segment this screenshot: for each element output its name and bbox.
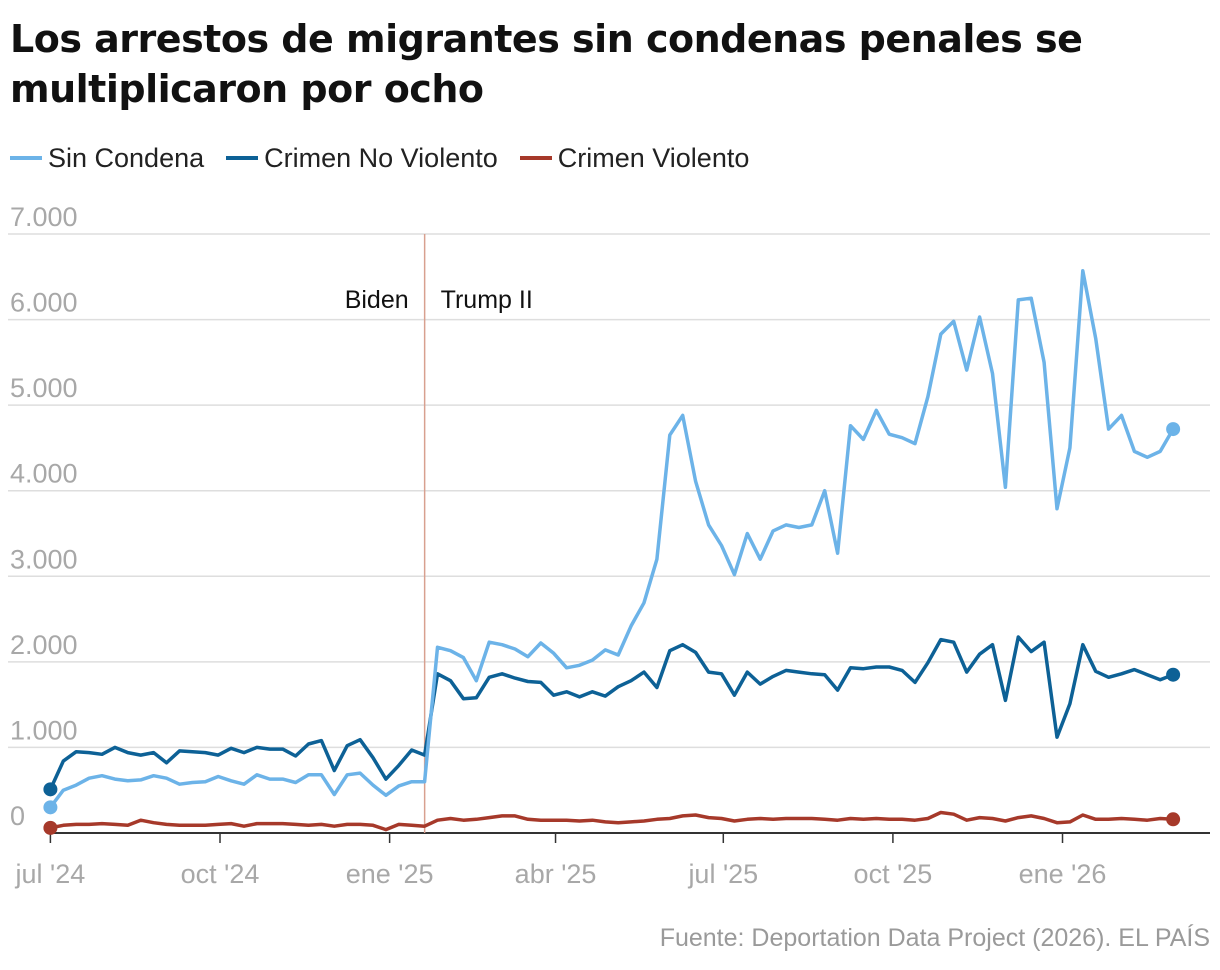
y-tick-label: 4.000 — [10, 459, 78, 489]
legend-swatch-crimen-violento — [519, 156, 552, 160]
series-line-sin-condena — [48, 269, 1175, 810]
y-tick-label: 5.000 — [10, 373, 78, 403]
y-tick-label: 6.000 — [10, 288, 78, 318]
legend-swatch-sin-condena — [10, 156, 42, 160]
x-tick-label: jul '25 — [687, 859, 758, 889]
x-tick-label: jul '24 — [15, 859, 86, 889]
y-tick-label: 7.000 — [10, 202, 78, 232]
source-note: Fuente: Deportation Data Project (2026).… — [659, 924, 1210, 952]
x-tick-label: oct '25 — [854, 859, 933, 889]
annotation-label-right: Trump II — [441, 286, 533, 314]
x-tick-label: oct '24 — [181, 859, 260, 889]
legend-label-sin-condena: Sin Condena — [48, 142, 205, 173]
legend-item-sin-condena: Sin Condena — [10, 143, 204, 174]
series-end-point-crimen-violento — [1166, 812, 1181, 827]
y-tick-label: 1.000 — [10, 715, 78, 745]
legend-label-crimen-violento: Crimen Violento — [557, 142, 750, 173]
series-line-crimen-no-violento — [48, 635, 1175, 792]
y-tick-label: 3.000 — [10, 544, 78, 574]
y-tick-label: 0 — [10, 801, 25, 831]
series-start-point-crimen-no-violento — [43, 782, 58, 797]
legend-label-crimen-no-violento: Crimen No Violento — [264, 142, 498, 173]
series-start-point-sin-condena — [43, 800, 58, 815]
annotation-label-left: Biden — [345, 286, 409, 314]
legend-item-crimen-violento: Crimen Violento — [519, 142, 750, 174]
series-line-crimen-violento — [48, 810, 1175, 832]
series-start-point-crimen-violento — [43, 820, 58, 835]
x-tick-label: ene '25 — [346, 859, 434, 889]
chart-legend: Sin Condena Crimen No Violento Crimen Vi… — [10, 140, 771, 176]
series-end-point-sin-condena — [1166, 422, 1181, 437]
legend-swatch-crimen-no-violento — [226, 156, 259, 160]
x-tick-label: abr '25 — [515, 859, 597, 889]
x-tick-label: ene '26 — [1019, 859, 1107, 889]
legend-item-crimen-no-violento: Crimen No Violento — [226, 143, 498, 174]
series-end-point-crimen-no-violento — [1166, 667, 1181, 682]
y-tick-label: 2.000 — [10, 630, 78, 660]
chart-title: Los arrestos de migrantes sin condenas p… — [10, 17, 1083, 111]
line-chart: 0 1.000 2.000 3.000 4.000 5.000 6.000 7.000 jul … — [8, 202, 1210, 889]
